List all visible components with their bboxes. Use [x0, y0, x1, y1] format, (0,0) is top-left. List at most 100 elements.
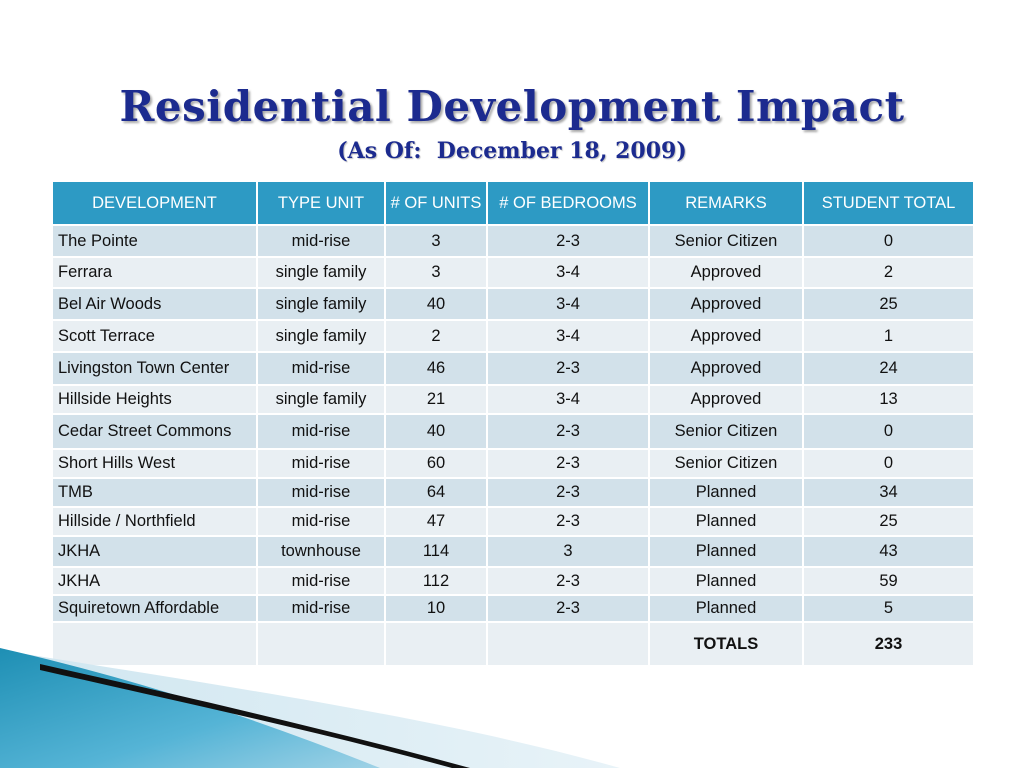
cell-development: Short Hills West	[51, 448, 258, 479]
cell-bedrooms: 2-3	[486, 594, 650, 623]
cell-remarks: Planned	[648, 535, 804, 568]
slide-title: Residential Development Impact	[119, 82, 905, 131]
cell-bedrooms: 3-4	[486, 256, 650, 289]
table-row: Scott Terrace single family 2 3-4 Approv…	[51, 319, 975, 353]
slide-subtitle: (As Of: December 18, 2009)	[337, 138, 687, 164]
cell-bedrooms: 2-3	[486, 351, 650, 386]
cell-student-total: 25	[802, 287, 975, 321]
cell-bedrooms: 3-4	[486, 287, 650, 321]
cell-bedrooms: 2-3	[486, 477, 650, 508]
cell-units: 10	[384, 594, 488, 623]
cell-remarks: Approved	[648, 287, 804, 321]
cell-student-total: 0	[802, 224, 975, 258]
table-row: Bel Air Woods single family 40 3-4 Appro…	[51, 287, 975, 321]
header-bedrooms: # OF BEDROOMS	[486, 180, 650, 226]
header-development: DEVELOPMENT	[51, 180, 258, 226]
cell-student-total: 0	[802, 413, 975, 450]
cell-student-total: 5	[802, 594, 975, 623]
table-header-row: DEVELOPMENT TYPE UNIT # OF UNITS # OF BE…	[51, 180, 975, 226]
cell-type-unit: single family	[256, 256, 386, 289]
cell-development: The Pointe	[51, 224, 258, 258]
cell-type-unit: mid-rise	[256, 506, 386, 537]
cell-type-unit: mid-rise	[256, 351, 386, 386]
cell-development: JKHA	[51, 535, 258, 568]
cell-units: 112	[384, 566, 488, 596]
development-table: DEVELOPMENT TYPE UNIT # OF UNITS # OF BE…	[51, 180, 975, 667]
cell-units: 21	[384, 384, 488, 415]
totals-value: 233	[802, 621, 975, 667]
cell-type-unit: single family	[256, 287, 386, 321]
cell-empty	[256, 621, 386, 667]
cell-development: Hillside / Northfield	[51, 506, 258, 537]
cell-student-total: 13	[802, 384, 975, 415]
table-row: Short Hills West mid-rise 60 2-3 Senior …	[51, 448, 975, 479]
cell-remarks: Senior Citizen	[648, 413, 804, 450]
cell-type-unit: townhouse	[256, 535, 386, 568]
cell-type-unit: mid-rise	[256, 477, 386, 508]
cell-student-total: 59	[802, 566, 975, 596]
cell-units: 40	[384, 287, 488, 321]
cell-units: 47	[384, 506, 488, 537]
cell-type-unit: mid-rise	[256, 594, 386, 623]
header-units: # OF UNITS	[384, 180, 488, 226]
cell-units: 64	[384, 477, 488, 508]
cell-student-total: 2	[802, 256, 975, 289]
table-row: The Pointe mid-rise 3 2-3 Senior Citizen…	[51, 224, 975, 258]
cell-type-unit: mid-rise	[256, 413, 386, 450]
totals-row: TOTALS 233	[51, 621, 975, 667]
cell-type-unit: mid-rise	[256, 448, 386, 479]
cell-remarks: Approved	[648, 351, 804, 386]
cell-remarks: Senior Citizen	[648, 224, 804, 258]
table-row: Livingston Town Center mid-rise 46 2-3 A…	[51, 351, 975, 386]
table-row: JKHA mid-rise 112 2-3 Planned 59	[51, 566, 975, 596]
cell-bedrooms: 2-3	[486, 448, 650, 479]
cell-remarks: Approved	[648, 256, 804, 289]
cell-units: 46	[384, 351, 488, 386]
cell-bedrooms: 3-4	[486, 384, 650, 415]
cell-empty	[486, 621, 650, 667]
cell-remarks: Planned	[648, 566, 804, 596]
cell-bedrooms: 3	[486, 535, 650, 568]
decorative-swoosh	[0, 648, 620, 768]
cell-student-total: 25	[802, 506, 975, 537]
cell-development: Hillside Heights	[51, 384, 258, 415]
totals-label: TOTALS	[648, 621, 804, 667]
cell-bedrooms: 2-3	[486, 506, 650, 537]
cell-development: Bel Air Woods	[51, 287, 258, 321]
cell-development: Livingston Town Center	[51, 351, 258, 386]
cell-units: 2	[384, 319, 488, 353]
cell-type-unit: single family	[256, 384, 386, 415]
dark-stripe	[40, 664, 470, 768]
table-row: Squiretown Affordable mid-rise 10 2-3 Pl…	[51, 594, 975, 623]
cell-development: Cedar Street Commons	[51, 413, 258, 450]
cell-bedrooms: 3-4	[486, 319, 650, 353]
cell-remarks: Planned	[648, 594, 804, 623]
cell-units: 3	[384, 224, 488, 258]
cell-remarks: Approved	[648, 384, 804, 415]
header-student-total: STUDENT TOTAL	[802, 180, 975, 226]
cell-type-unit: mid-rise	[256, 566, 386, 596]
cell-student-total: 34	[802, 477, 975, 508]
cell-development: Ferrara	[51, 256, 258, 289]
header-type-unit: TYPE UNIT	[256, 180, 386, 226]
cell-units: 114	[384, 535, 488, 568]
cell-bedrooms: 2-3	[486, 566, 650, 596]
cell-development: Scott Terrace	[51, 319, 258, 353]
table-row: Ferrara single family 3 3-4 Approved 2	[51, 256, 975, 289]
cell-remarks: Planned	[648, 506, 804, 537]
cell-student-total: 43	[802, 535, 975, 568]
header-remarks: REMARKS	[648, 180, 804, 226]
table-row: Cedar Street Commons mid-rise 40 2-3 Sen…	[51, 413, 975, 450]
cell-remarks: Approved	[648, 319, 804, 353]
table-row: Hillside / Northfield mid-rise 47 2-3 Pl…	[51, 506, 975, 537]
cell-development: TMB	[51, 477, 258, 508]
cell-empty	[51, 621, 258, 667]
table-row: TMB mid-rise 64 2-3 Planned 34	[51, 477, 975, 508]
cell-units: 3	[384, 256, 488, 289]
cell-bedrooms: 2-3	[486, 413, 650, 450]
cell-development: JKHA	[51, 566, 258, 596]
cell-student-total: 24	[802, 351, 975, 386]
cell-development: Squiretown Affordable	[51, 594, 258, 623]
cell-units: 60	[384, 448, 488, 479]
